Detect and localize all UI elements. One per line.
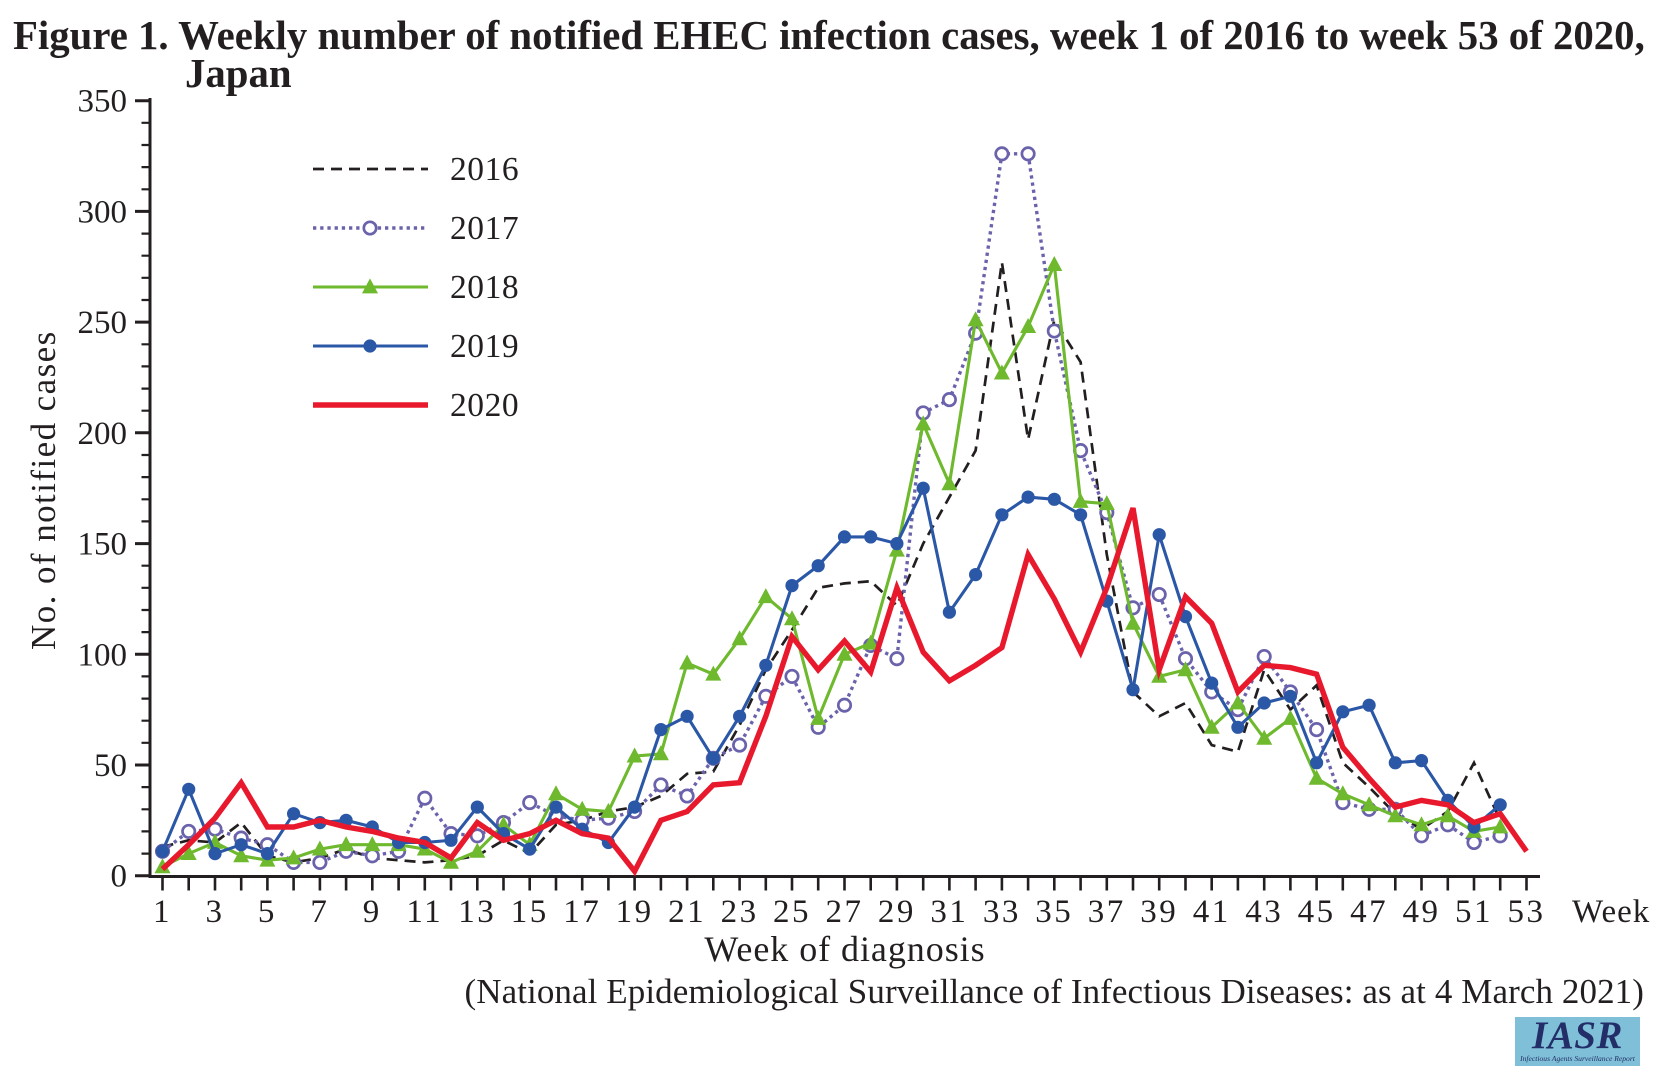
svg-text:47: 47 <box>1350 894 1388 930</box>
svg-text:27: 27 <box>826 894 864 930</box>
svg-text:35: 35 <box>1035 894 1073 930</box>
svg-text:19: 19 <box>616 894 654 930</box>
svg-text:Week: Week <box>1572 894 1650 930</box>
svg-text:41: 41 <box>1193 894 1231 930</box>
svg-text:250: 250 <box>78 305 128 341</box>
svg-text:(National Epidemiological Surv: (National Epidemiological Surveillance o… <box>464 972 1644 1011</box>
svg-text:25: 25 <box>773 894 811 930</box>
svg-text:2017: 2017 <box>450 210 519 247</box>
svg-text:31: 31 <box>930 894 968 930</box>
svg-text:49: 49 <box>1403 894 1441 930</box>
svg-text:39: 39 <box>1140 894 1178 930</box>
svg-text:9: 9 <box>363 894 382 930</box>
svg-text:23: 23 <box>721 894 759 930</box>
svg-text:29: 29 <box>878 894 916 930</box>
svg-text:15: 15 <box>511 894 549 930</box>
svg-text:150: 150 <box>78 527 128 563</box>
svg-text:33: 33 <box>983 894 1021 930</box>
svg-text:350: 350 <box>78 84 128 120</box>
svg-text:0: 0 <box>111 859 128 895</box>
svg-text:13: 13 <box>458 894 496 930</box>
svg-text:50: 50 <box>94 748 127 784</box>
svg-text:2019: 2019 <box>450 328 519 365</box>
svg-text:No. of notified cases: No. of notified cases <box>24 330 63 650</box>
svg-text:17: 17 <box>563 894 601 930</box>
svg-text:37: 37 <box>1088 894 1126 930</box>
svg-text:3: 3 <box>206 894 225 930</box>
svg-text:7: 7 <box>310 894 329 930</box>
svg-text:51: 51 <box>1455 894 1493 930</box>
svg-text:2016: 2016 <box>450 151 519 188</box>
svg-text:100: 100 <box>78 637 128 673</box>
svg-text:11: 11 <box>406 894 443 930</box>
svg-text:2020: 2020 <box>450 387 519 424</box>
svg-text:5: 5 <box>258 894 277 930</box>
svg-text:45: 45 <box>1298 894 1336 930</box>
svg-text:21: 21 <box>668 894 706 930</box>
svg-text:Week of diagnosis: Week of diagnosis <box>704 929 985 969</box>
svg-text:300: 300 <box>78 194 128 230</box>
svg-text:43: 43 <box>1245 894 1283 930</box>
svg-text:200: 200 <box>78 416 128 452</box>
svg-text:53: 53 <box>1508 894 1546 930</box>
svg-text:2018: 2018 <box>450 269 519 306</box>
svg-text:1: 1 <box>153 894 172 930</box>
